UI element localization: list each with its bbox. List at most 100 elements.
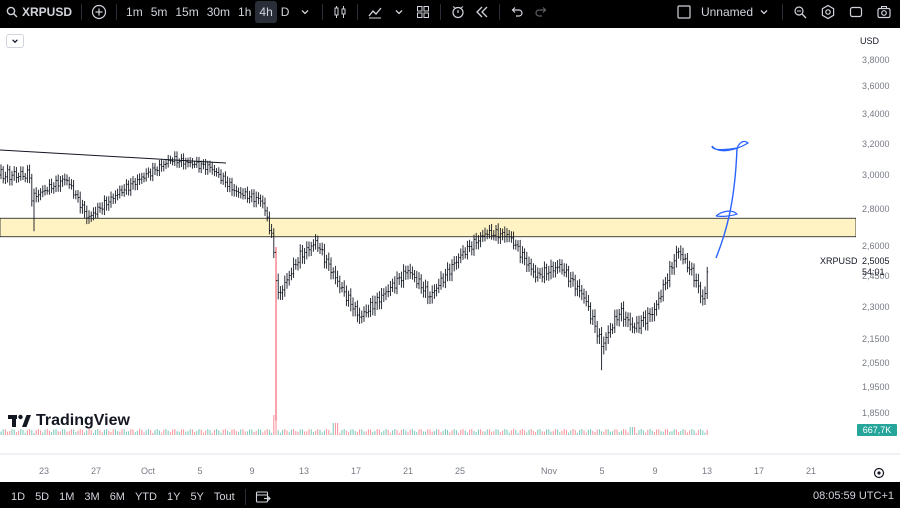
range-ytd[interactable]: YTD bbox=[134, 491, 157, 503]
fullscreen-button[interactable] bbox=[844, 1, 868, 23]
interval-5m[interactable]: 5m bbox=[150, 5, 168, 19]
volume-bar bbox=[48, 430, 50, 435]
ohlc-bar bbox=[490, 223, 493, 240]
range-all[interactable]: Tout bbox=[213, 491, 235, 503]
range-6m[interactable]: 6M bbox=[109, 491, 125, 503]
interval-1m[interactable]: 1m bbox=[126, 5, 143, 19]
volume-bar bbox=[191, 429, 193, 435]
ohlc-bar bbox=[649, 308, 651, 323]
volume-bar bbox=[141, 429, 143, 435]
volume-bar bbox=[152, 432, 154, 435]
ohlc-bar bbox=[385, 286, 387, 301]
volume-bar bbox=[579, 430, 581, 435]
volume-bar bbox=[205, 430, 207, 435]
volume-bar bbox=[425, 431, 427, 435]
range-1m[interactable]: 1M bbox=[59, 491, 75, 503]
volume-bar bbox=[211, 432, 213, 435]
ohlc-bar bbox=[334, 265, 337, 285]
volume-bar bbox=[260, 429, 262, 435]
ohlc-bar bbox=[184, 157, 187, 170]
volume-bar bbox=[620, 430, 622, 435]
ohlc-bar bbox=[156, 166, 159, 177]
ohlc-bar bbox=[217, 167, 220, 179]
ohlc-bar bbox=[609, 322, 612, 338]
volume-bar bbox=[418, 429, 420, 435]
indicators-button[interactable] bbox=[363, 1, 387, 23]
range-5y[interactable]: 5Y bbox=[190, 491, 204, 503]
ohlc-bar bbox=[589, 302, 592, 325]
volume-bar bbox=[112, 429, 114, 435]
range-3m[interactable]: 3M bbox=[84, 491, 100, 503]
currency-label[interactable]: USD bbox=[860, 36, 880, 46]
ohlc-bar bbox=[389, 281, 392, 297]
ohlc-bar bbox=[543, 261, 546, 284]
redo-button[interactable] bbox=[529, 1, 553, 23]
volume-bar bbox=[585, 432, 587, 435]
volume-bar bbox=[682, 429, 684, 435]
range-5d[interactable]: 5D bbox=[35, 491, 50, 503]
ohlc-bar bbox=[50, 178, 53, 194]
volume-bar bbox=[128, 431, 130, 435]
volume-bar bbox=[53, 429, 55, 435]
range-1d[interactable]: 1D bbox=[11, 491, 26, 503]
indicators-dropdown[interactable] bbox=[387, 1, 411, 23]
timezone-clock[interactable]: 08:05:59 UTC+1 bbox=[812, 490, 894, 502]
alert-button[interactable] bbox=[446, 1, 470, 23]
volume-bar bbox=[497, 429, 499, 435]
date-tick-label: 17 bbox=[351, 466, 361, 476]
date-tick-label: Oct bbox=[141, 466, 156, 476]
date-range-button[interactable] bbox=[251, 486, 275, 508]
volume-bar bbox=[702, 430, 704, 435]
settings-gear-icon[interactable] bbox=[873, 467, 885, 479]
volume-bar bbox=[473, 430, 475, 435]
volume-bar bbox=[618, 432, 620, 435]
templates-button[interactable] bbox=[411, 1, 435, 23]
volume-bar bbox=[656, 429, 658, 435]
layout-menu[interactable]: Unnamed bbox=[673, 1, 777, 23]
ohlc-bar bbox=[591, 309, 594, 326]
volume-bar bbox=[326, 429, 328, 435]
volume-bar bbox=[673, 429, 675, 435]
volume-bar bbox=[161, 432, 163, 435]
chart-canvas[interactable]: 3,8000 3,6000 3,4000 3,2000 3,0000 2,8000 2,60… bbox=[0, 28, 900, 482]
replay-button[interactable] bbox=[470, 1, 494, 23]
chart-type-button[interactable] bbox=[328, 1, 352, 23]
volume-bar bbox=[594, 432, 596, 435]
volume-bar bbox=[88, 429, 90, 435]
volume-bar bbox=[704, 432, 706, 435]
volume-bar bbox=[460, 429, 462, 435]
range-1y[interactable]: 1Y bbox=[166, 491, 181, 503]
tradingview-logo[interactable]: TradingView bbox=[8, 412, 130, 430]
quick-search-button[interactable] bbox=[788, 1, 812, 23]
compare-symbol-button[interactable] bbox=[87, 1, 111, 23]
ohlc-bar bbox=[352, 297, 354, 317]
undo-button[interactable] bbox=[505, 1, 529, 23]
interval-dropdown[interactable] bbox=[293, 1, 317, 23]
ohlc-bar bbox=[41, 185, 44, 198]
ohlc-bar bbox=[431, 285, 434, 304]
ohlc-bar bbox=[96, 202, 99, 219]
volume-bar bbox=[323, 430, 325, 435]
volume-bar bbox=[464, 430, 466, 435]
interval-30m[interactable]: 30m bbox=[206, 5, 231, 19]
volume-bar bbox=[640, 429, 642, 435]
ohlc-bar bbox=[492, 230, 495, 241]
volume-badge bbox=[857, 424, 897, 436]
volume-bar bbox=[539, 429, 541, 435]
ohlc-bar bbox=[140, 172, 143, 184]
settings-button[interactable] bbox=[816, 1, 840, 23]
interval-1h[interactable]: 1h bbox=[238, 5, 252, 19]
interval-4h[interactable]: 4h bbox=[255, 1, 277, 23]
snapshot-button[interactable] bbox=[872, 1, 896, 23]
chevron-down-icon bbox=[760, 10, 768, 15]
interval-15m[interactable]: 15m bbox=[175, 5, 199, 19]
volume-bar bbox=[310, 429, 312, 435]
volume-bar bbox=[227, 430, 229, 435]
chart-area[interactable]: 3,8000 3,6000 3,4000 3,2000 3,0000 2,8000 2,60… bbox=[0, 28, 900, 482]
legend-collapse-button[interactable] bbox=[6, 34, 24, 48]
ohlc-bar bbox=[380, 288, 383, 310]
ohlc-bar bbox=[473, 234, 475, 256]
interval-d[interactable]: D bbox=[280, 5, 290, 19]
volume-bar bbox=[361, 429, 363, 435]
symbol-search[interactable]: XRPUSD bbox=[0, 1, 76, 23]
